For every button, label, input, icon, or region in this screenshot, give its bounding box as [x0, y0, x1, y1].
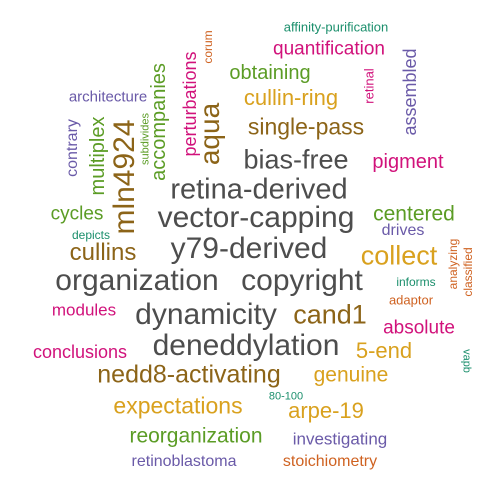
word-modules: modules — [51, 300, 117, 320]
word-y79-derived: y79-derived — [170, 232, 328, 265]
word-quantification: quantification — [273, 38, 385, 60]
word-stoichiometry: stoichiometry — [282, 453, 378, 470]
word-classified: classified — [461, 247, 475, 297]
word-80-100: 80-100 — [268, 390, 304, 403]
word-aqua: aqua — [194, 102, 225, 166]
word-5-end: 5-end — [355, 338, 413, 363]
word-vapb: vapb — [460, 349, 473, 373]
word-accompanies: accompanies — [148, 63, 170, 181]
word-dynamicity: dynamicity — [135, 298, 277, 331]
word-conclusions: conclusions — [32, 342, 128, 362]
word-corum: corum — [201, 30, 215, 64]
word-multiplex: multiplex — [87, 116, 109, 196]
word-affinity-purification: affinity-purification — [283, 19, 389, 35]
word-cand1: cand1 — [293, 299, 367, 330]
word-architecture: architecture — [68, 88, 148, 106]
word-vector-capping: vector-capping — [157, 201, 355, 234]
word-informs: informs — [396, 275, 436, 289]
word-retina-derived: retina-derived — [170, 173, 348, 206]
word-single-pass: single-pass — [247, 113, 365, 140]
word-collect: collect — [360, 240, 438, 271]
word-assembled: assembled — [400, 48, 420, 136]
word-mln4924: mln4924 — [108, 119, 141, 235]
word-centered: centered — [373, 202, 455, 226]
word-absolute: absolute — [383, 317, 455, 339]
word-reorganization: reorganization — [129, 424, 263, 448]
word-adaptor: adaptor — [388, 292, 434, 308]
word-investigating: investigating — [292, 429, 388, 449]
word-retinoblastoma: retinoblastoma — [131, 453, 237, 470]
word-organization: organization — [55, 264, 219, 297]
word-drives: drives — [381, 222, 425, 239]
word-bias-free: bias-free — [243, 144, 349, 175]
word-deneddylation: deneddylation — [152, 329, 340, 362]
word-cullins: cullins — [69, 239, 137, 266]
word-obtaining: obtaining — [229, 62, 311, 84]
word-subdivides: subdivides — [139, 113, 152, 165]
word-copyright: copyright — [241, 264, 363, 297]
word-depicts: depicts — [71, 228, 111, 242]
word-arpe-19: arpe-19 — [288, 398, 364, 423]
word-genuine: genuine — [313, 363, 389, 387]
word-cullin-ring: cullin-ring — [243, 85, 339, 110]
word-cycles: cycles — [50, 203, 104, 225]
word-retinal: retinal — [361, 68, 377, 104]
word-contrary: contrary — [64, 119, 81, 177]
word-pigment: pigment — [372, 151, 444, 173]
word-nedd8-activating: nedd8-activating — [97, 360, 281, 389]
word-expectations: expectations — [113, 392, 243, 419]
word-analyzing: analyzing — [446, 238, 460, 290]
